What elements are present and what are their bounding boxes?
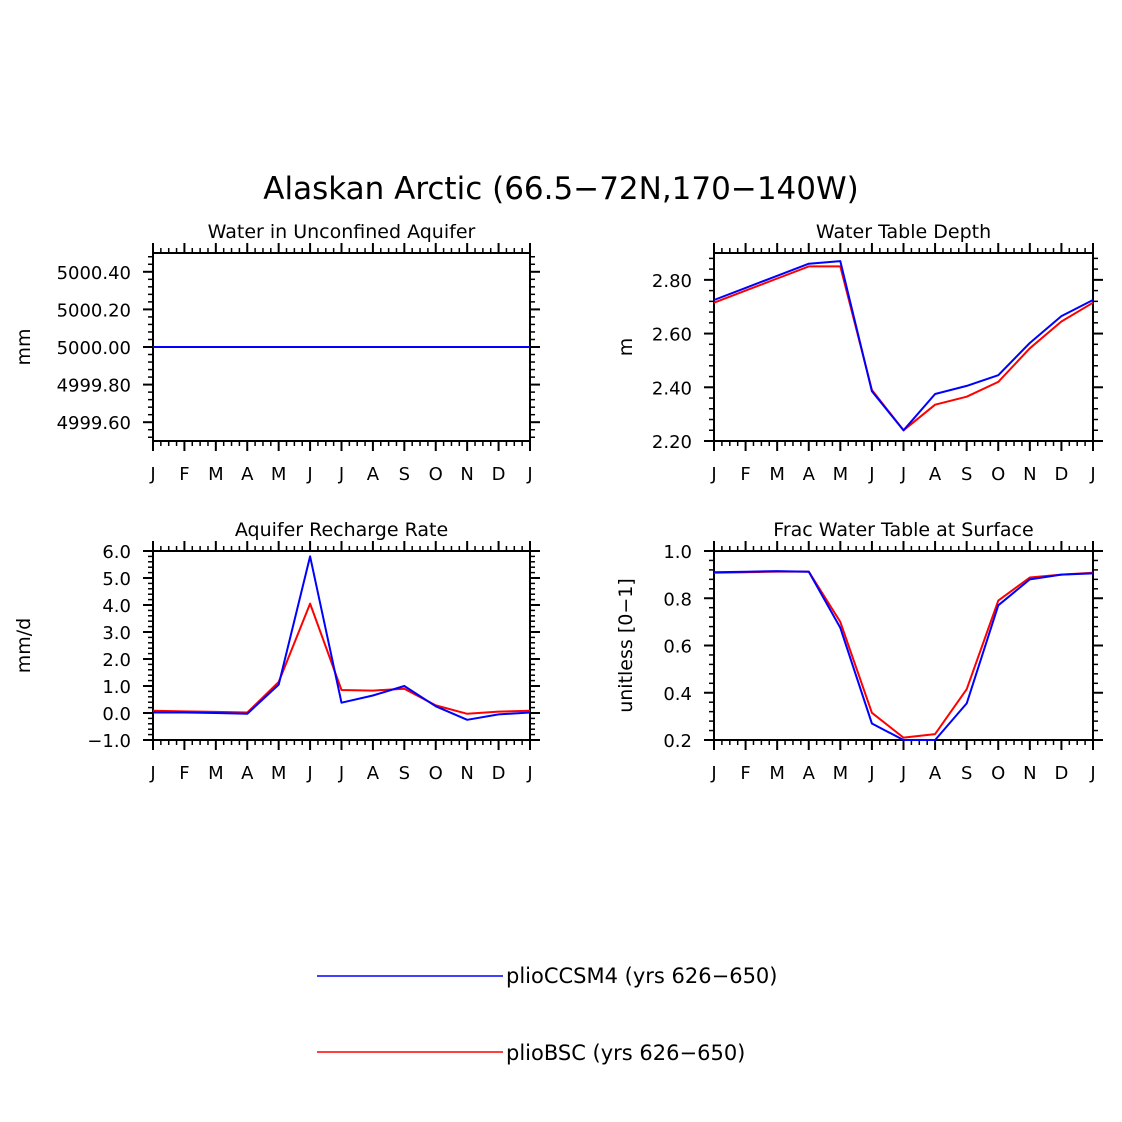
x-tick-label: J <box>710 763 716 784</box>
x-tick-label: O <box>429 763 443 784</box>
x-tick-label: D <box>492 464 506 485</box>
y-tick-label: 5000.00 <box>57 338 131 359</box>
x-tick-label: F <box>740 763 750 784</box>
y-axis-label: mm/d <box>13 618 35 673</box>
y-tick-label: 2.40 <box>652 378 692 399</box>
x-tick-label: J <box>1089 763 1095 784</box>
y-tick-label: 2.20 <box>652 432 692 453</box>
x-tick-label: M <box>271 464 287 485</box>
legend-label-plioBSC: plioBSC (yrs 626−650) <box>506 1041 745 1065</box>
y-axis-label: m <box>615 338 637 357</box>
x-tick-label: O <box>429 464 443 485</box>
chart-title: Water in Unconfined Aquifer <box>208 221 476 243</box>
series-line-pliobsc <box>713 265 1094 432</box>
x-tick-label: D <box>1054 763 1068 784</box>
x-tick-label: A <box>367 464 380 485</box>
series-line-plioccsm4 <box>153 555 531 721</box>
x-tick-label: A <box>803 464 816 485</box>
chart-title: Aquifer Recharge Rate <box>235 519 448 541</box>
x-tick-label: M <box>769 464 785 485</box>
legend: plioCCSM4 (yrs 626−650) plioBSC (yrs 626… <box>317 964 777 1065</box>
y-tick-label: 0.2 <box>663 731 692 752</box>
y-axis-label: unitless [0−1] <box>615 578 637 713</box>
y-tick-label: 5.0 <box>102 569 131 590</box>
x-tick-label: A <box>803 763 816 784</box>
x-tick-label: M <box>833 763 849 784</box>
x-tick-label: N <box>460 763 473 784</box>
y-tick-label: 2.80 <box>652 271 692 292</box>
figure-title: Alaskan Arctic (66.5−72N,170−140W) <box>263 171 859 207</box>
y-tick-label: 4999.60 <box>57 413 131 434</box>
legend-label-plioCCSM4: plioCCSM4 (yrs 626−650) <box>506 964 777 988</box>
x-tick-label: J <box>526 464 532 485</box>
y-tick-label: 5000.20 <box>57 300 131 321</box>
y-tick-label: 2.60 <box>652 325 692 346</box>
x-tick-label: S <box>399 763 410 784</box>
x-tick-label: J <box>526 763 532 784</box>
x-tick-label: J <box>900 763 906 784</box>
series-line-pliobsc <box>713 570 1094 739</box>
x-tick-label: S <box>961 464 972 485</box>
x-tick-label: J <box>868 763 874 784</box>
x-tick-label: J <box>338 464 344 485</box>
chart-panels: J F M A M J J A S O N D J4999.604999.805000.005000.2… <box>13 221 1103 784</box>
x-tick-label: F <box>179 763 189 784</box>
x-tick-label: M <box>769 763 785 784</box>
y-tick-label: 5000.40 <box>57 263 131 284</box>
y-tick-label: 3.0 <box>102 623 131 644</box>
x-tick-label: M <box>271 763 287 784</box>
x-tick-label: M <box>208 464 224 485</box>
y-tick-label: 0.4 <box>663 684 692 705</box>
y-axis-label: mm <box>13 328 35 365</box>
y-tick-label: 0.6 <box>663 637 692 658</box>
y-tick-label: 0.0 <box>102 704 131 725</box>
x-tick-label: S <box>961 763 972 784</box>
series-line-pliobsc <box>152 602 531 715</box>
x-tick-label: J <box>338 763 344 784</box>
x-tick-label: J <box>149 763 155 784</box>
chart-title: Frac Water Table at Surface <box>773 519 1033 541</box>
x-tick-label: D <box>1054 464 1068 485</box>
x-tick-label: J <box>306 763 312 784</box>
x-tick-label: J <box>710 464 716 485</box>
y-tick-label: 4.0 <box>102 596 131 617</box>
x-tick-label: A <box>241 464 254 485</box>
x-tick-label: J <box>149 464 155 485</box>
y-tick-label: −1.0 <box>87 731 131 752</box>
x-tick-label: J <box>306 464 312 485</box>
x-tick-label: M <box>833 464 849 485</box>
chart-water-in-unconfined-aquifer: J F M A M J J A S O N D J4999.604999.805000.005000.2… <box>13 221 540 485</box>
x-tick-label: F <box>740 464 750 485</box>
chart-title: Water Table Depth <box>816 221 991 243</box>
series-line-plioccsm4 <box>713 570 1094 741</box>
y-tick-label: 1.0 <box>102 677 131 698</box>
y-tick-label: 1.0 <box>663 542 692 563</box>
x-tick-label: S <box>399 464 410 485</box>
y-tick-label: 4999.80 <box>57 376 131 397</box>
x-tick-label: J <box>1089 464 1095 485</box>
x-tick-label: A <box>367 763 380 784</box>
x-tick-label: N <box>1023 763 1036 784</box>
x-tick-label: J <box>900 464 906 485</box>
x-tick-label: M <box>208 763 224 784</box>
x-tick-label: N <box>1023 464 1036 485</box>
y-tick-label: 2.0 <box>102 650 131 671</box>
x-tick-label: D <box>492 763 506 784</box>
x-tick-label: A <box>929 763 942 784</box>
x-tick-label: A <box>929 464 942 485</box>
x-tick-label: O <box>991 763 1005 784</box>
y-tick-label: 0.8 <box>663 589 692 610</box>
series-line-plioccsm4 <box>713 260 1094 432</box>
x-tick-label: O <box>991 464 1005 485</box>
x-tick-label: J <box>868 464 874 485</box>
x-tick-label: A <box>241 763 254 784</box>
x-tick-label: N <box>460 464 473 485</box>
y-tick-label: 6.0 <box>102 542 131 563</box>
chart-aquifer-recharge-rate: J F M A M J J A S O N D J−1.00.01.02.03.04.05.06.0Aq… <box>13 519 540 784</box>
x-tick-label: F <box>179 464 189 485</box>
